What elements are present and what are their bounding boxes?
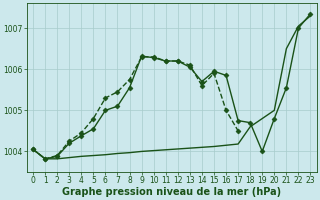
X-axis label: Graphe pression niveau de la mer (hPa): Graphe pression niveau de la mer (hPa): [62, 187, 281, 197]
